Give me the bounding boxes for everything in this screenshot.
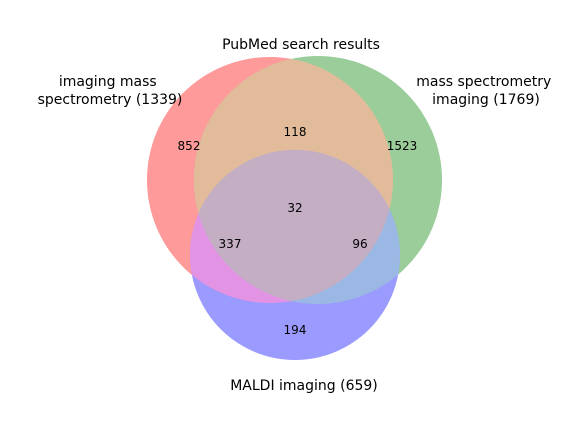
count-c-only: 194 <box>284 323 307 337</box>
count-bc-only: 96 <box>352 237 367 251</box>
count-ac-only: 337 <box>219 237 242 251</box>
set-a-label-line2: spectrometry (1339) <box>38 92 183 108</box>
count-abc: 32 <box>287 201 302 215</box>
set-b-label: mass spectrometry imaging (1769) <box>416 74 555 108</box>
set-b-label-line1: mass spectrometry <box>416 74 551 90</box>
count-b-only: 1523 <box>387 139 418 153</box>
set-c-label: MALDI imaging (659) <box>230 378 378 394</box>
overlap-abc <box>194 150 393 303</box>
diagram-title: PubMed search results <box>222 37 380 53</box>
set-a-label-line1: imaging mass <box>59 74 157 90</box>
set-b-label-line2: imaging (1769) <box>432 92 540 108</box>
set-a-label: imaging mass spectrometry (1339) <box>38 74 183 108</box>
count-a-only: 852 <box>178 139 201 153</box>
count-ab-only: 118 <box>284 125 307 139</box>
